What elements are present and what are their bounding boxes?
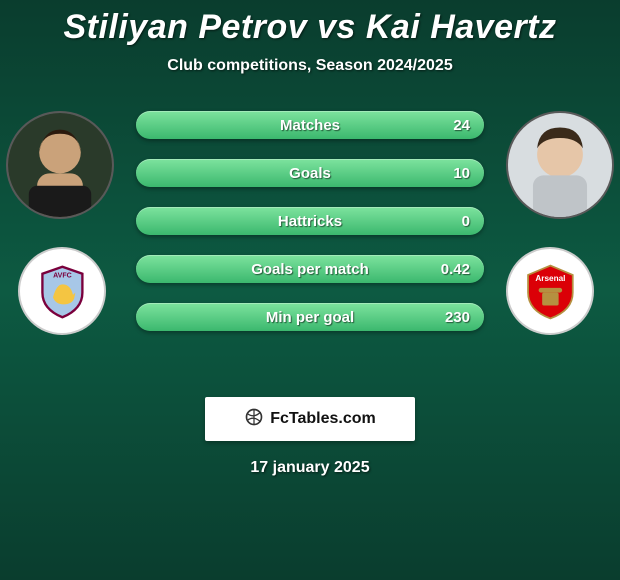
page-title: Stiliyan Petrov vs Kai Havertz bbox=[0, 8, 620, 47]
club-badge-left: AVFC bbox=[18, 247, 106, 335]
stat-label: Goals per match bbox=[136, 255, 484, 283]
page-subtitle: Club competitions, Season 2024/2025 bbox=[0, 57, 620, 75]
stat-value-right: 0 bbox=[462, 207, 470, 235]
svg-text:AVFC: AVFC bbox=[53, 272, 72, 279]
player-left-avatar bbox=[6, 111, 114, 219]
stat-value-right: 0.42 bbox=[441, 255, 470, 283]
stat-value-right: 24 bbox=[453, 111, 470, 139]
stat-pill-mpg: Min per goal 230 bbox=[136, 303, 484, 331]
fctables-badge: FcTables.com bbox=[205, 397, 415, 441]
stat-label: Goals bbox=[136, 159, 484, 187]
stat-label: Min per goal bbox=[136, 303, 484, 331]
stat-pill-hattricks: Hattricks 0 bbox=[136, 207, 484, 235]
arsenal-crest-icon: Arsenal bbox=[521, 262, 580, 321]
stat-pill-gpm: Goals per match 0.42 bbox=[136, 255, 484, 283]
stat-pill-goals: Goals 10 bbox=[136, 159, 484, 187]
player-right-avatar bbox=[506, 111, 614, 219]
footer-date: 17 january 2025 bbox=[0, 459, 620, 477]
stat-label: Hattricks bbox=[136, 207, 484, 235]
person-icon bbox=[8, 113, 112, 217]
person-icon bbox=[508, 113, 612, 217]
stat-value-right: 10 bbox=[453, 159, 470, 187]
fctables-brand-text: FcTables.com bbox=[270, 410, 376, 428]
svg-text:Arsenal: Arsenal bbox=[535, 273, 565, 282]
club-badge-right: Arsenal bbox=[506, 247, 594, 335]
stat-pills: Matches 24 Goals 10 Hattricks 0 Goals pe… bbox=[136, 111, 484, 331]
aston-villa-crest-icon: AVFC bbox=[33, 262, 92, 321]
player-left-column: AVFC bbox=[6, 111, 114, 335]
header: Stiliyan Petrov vs Kai Havertz Club comp… bbox=[0, 0, 620, 75]
footer: FcTables.com 17 january 2025 bbox=[0, 397, 620, 477]
stat-pill-matches: Matches 24 bbox=[136, 111, 484, 139]
stat-label: Matches bbox=[136, 111, 484, 139]
stats-area: AVFC Arsenal Matches 24 bbox=[0, 111, 620, 371]
fctables-logo-icon bbox=[244, 407, 264, 432]
player-right-column: Arsenal bbox=[506, 111, 614, 335]
stat-value-right: 230 bbox=[445, 303, 470, 331]
